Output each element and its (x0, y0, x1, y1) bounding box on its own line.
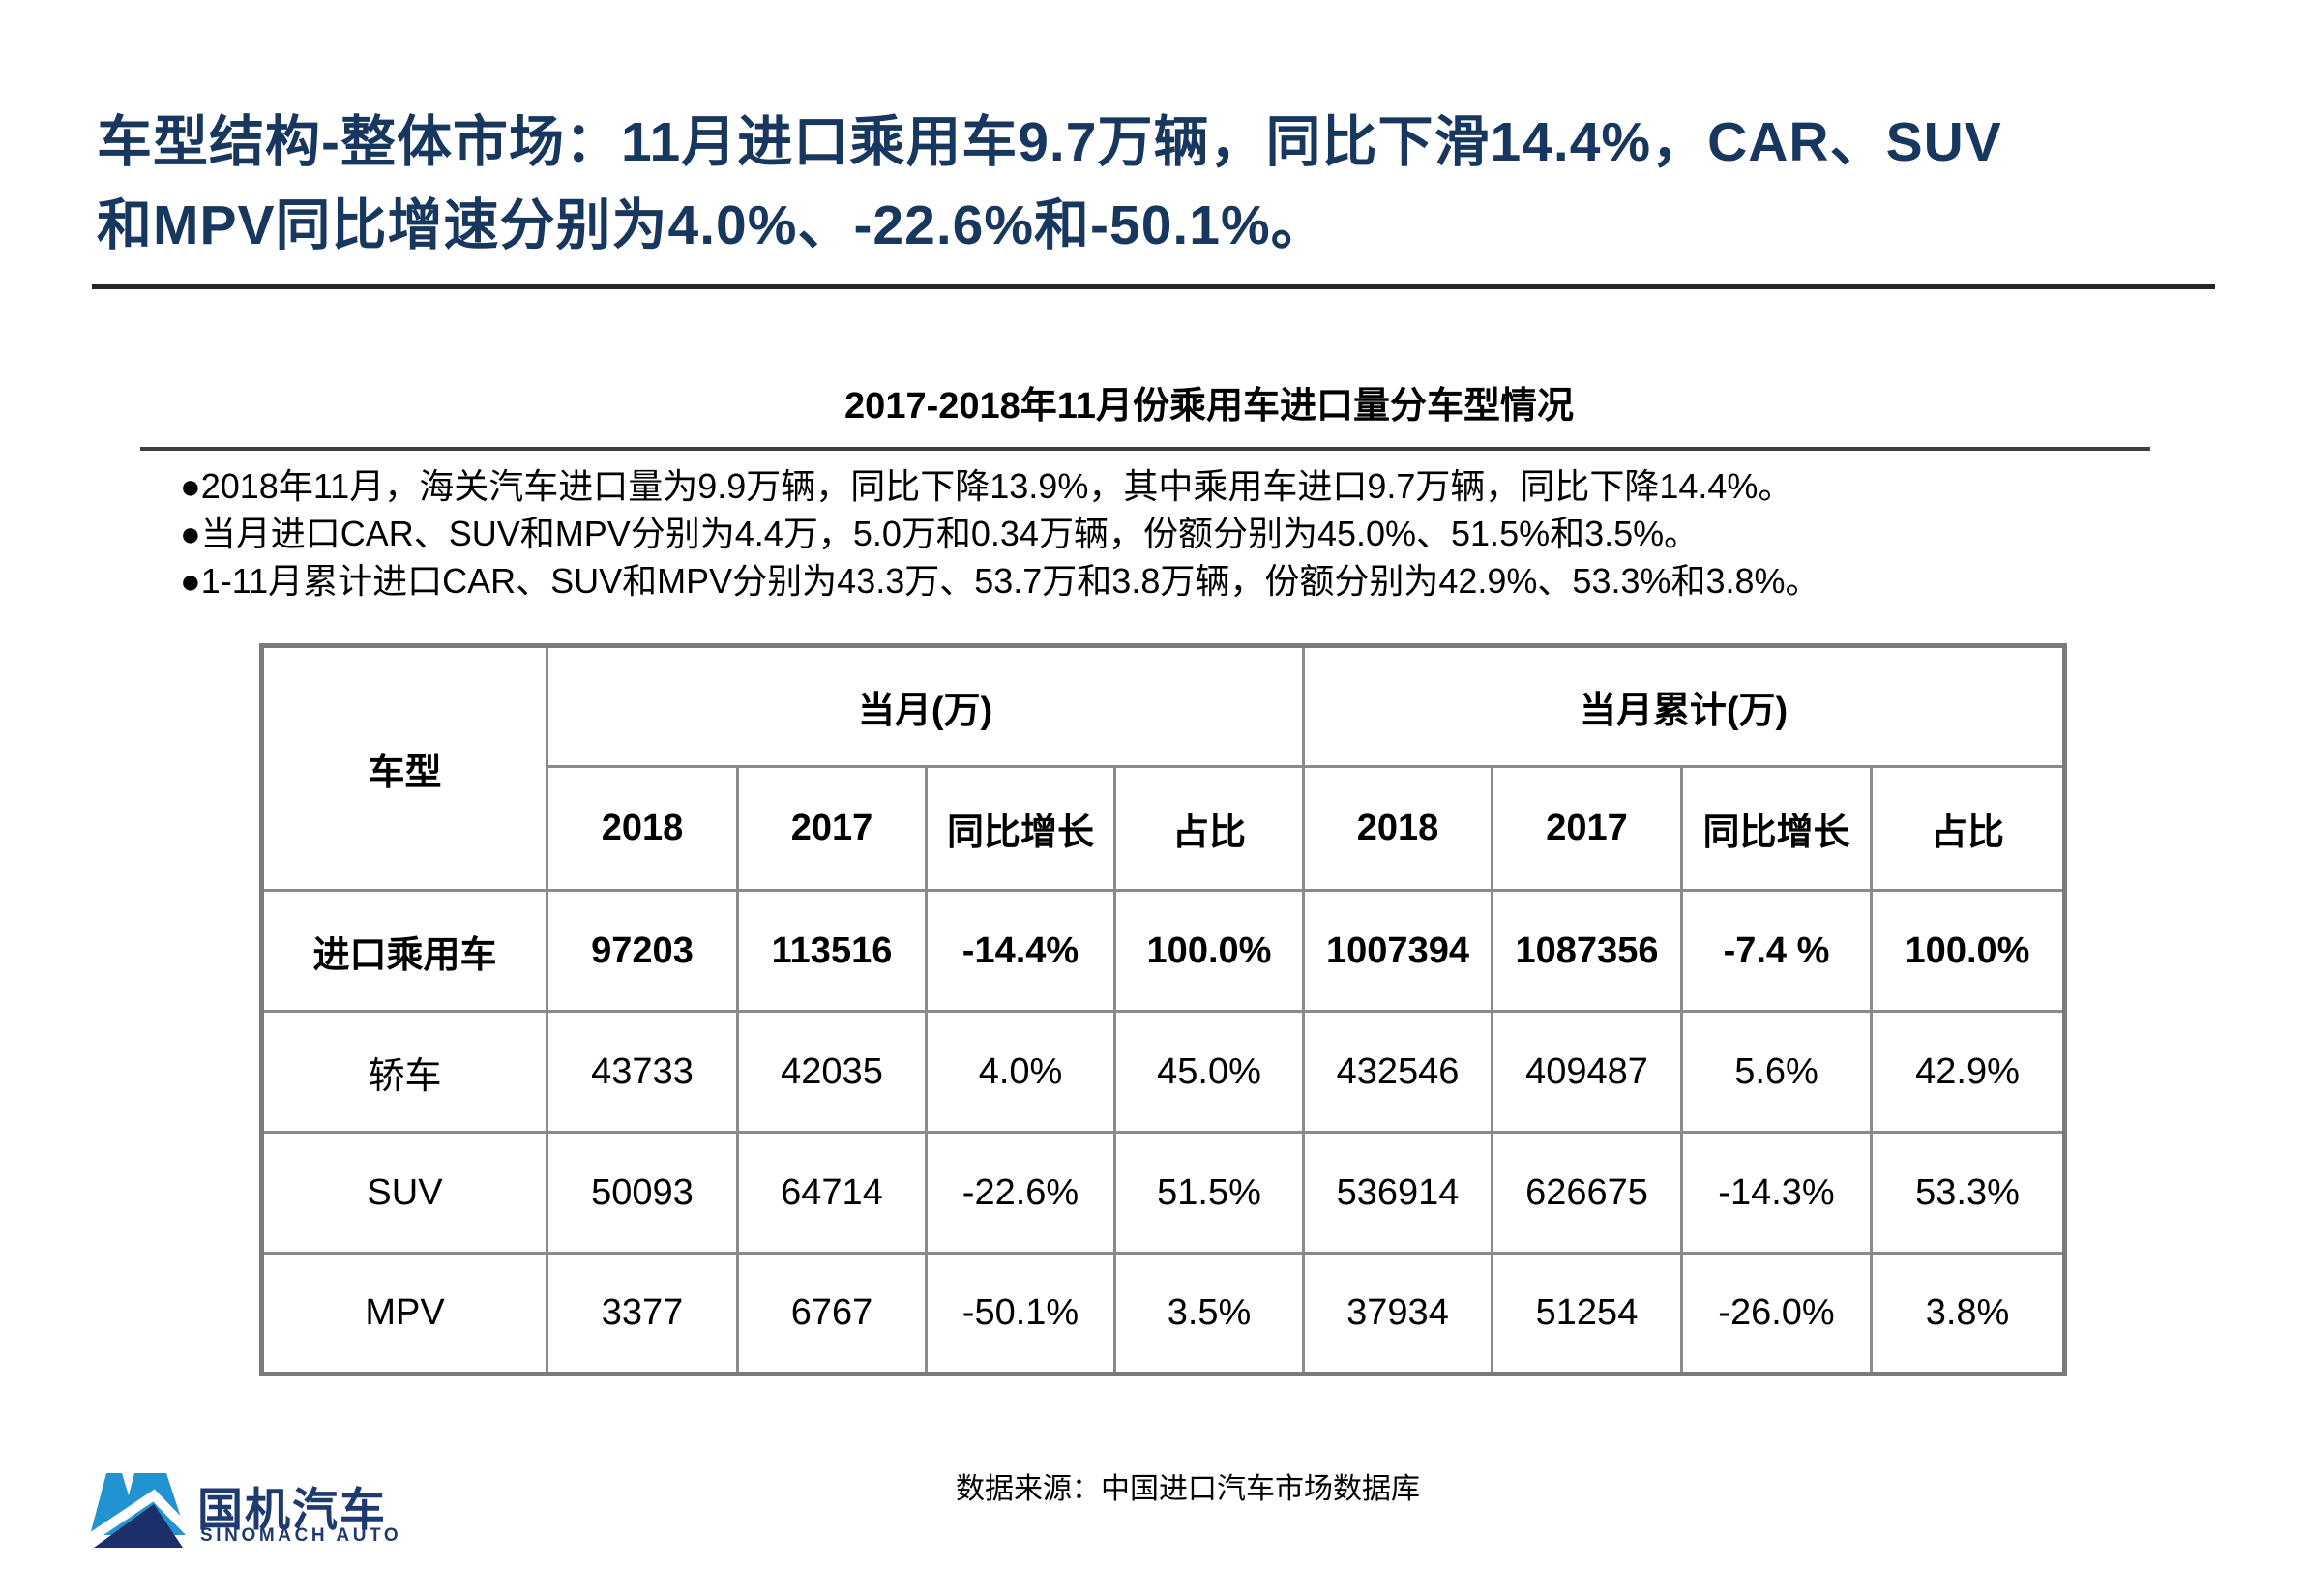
table-cell: 51.5% (1113, 1131, 1305, 1255)
table-cell: 50093 (546, 1131, 739, 1255)
table-cell: 45.0% (1113, 1010, 1305, 1134)
column-header: 占比 (1113, 765, 1305, 892)
table-cell: 626675 (1491, 1131, 1683, 1255)
column-header: 同比增长 (1680, 765, 1873, 892)
table-cell: 432546 (1302, 1010, 1493, 1134)
bullet-item: ●当月进口CAR、SUV和MPV分别为4.4万，5.0万和0.34万辆，份额分别… (180, 514, 1700, 553)
title-divider (92, 284, 2215, 289)
row-label: 进口乘用车 (260, 889, 548, 1013)
page-title: 车型结构-整体市场：11月进口乘用车9.7万辆，同比下滑14.4%，CAR、SU… (97, 101, 2234, 267)
table-cell: 5.6% (1680, 1010, 1873, 1134)
page-title-line-1: 车型结构-整体市场：11月进口乘用车9.7万辆，同比下滑14.4%，CAR、SU… (97, 111, 2002, 173)
import-volume-table: 车型 当月(万) 当月累计(万) 2018 2017 同比增长 占比 2018 … (259, 643, 2067, 1376)
row-label: MPV (260, 1252, 548, 1375)
bullet-item: ●2018年11月，海关汽车进口量为9.9万辆，同比下降13.9%，其中乘用车进… (180, 466, 1793, 506)
table-cell: -7.4 % (1680, 889, 1873, 1013)
column-header: 占比 (1870, 765, 2066, 892)
table-cell: 113516 (736, 889, 928, 1013)
row-label: 轿车 (260, 1010, 548, 1134)
column-header: 2018 (546, 765, 739, 892)
subtitle-divider (140, 447, 2150, 451)
column-header: 2017 (1491, 765, 1683, 892)
summary-bullets: ●2018年11月，海关汽车进口量为9.9万辆，同比下降13.9%，其中乘用车进… (180, 462, 2163, 605)
table-cell: 100.0% (1113, 889, 1305, 1013)
table-cell: 536914 (1302, 1131, 1493, 1255)
sinomach-logo-icon (90, 1473, 187, 1548)
table-row: 轿车 43733 42035 4.0% 45.0% 432546 409487 … (260, 1010, 2066, 1134)
table-cell: 51254 (1491, 1252, 1683, 1375)
table-header-row-sub: 2018 2017 同比增长 占比 2018 2017 同比增长 占比 (262, 765, 2066, 892)
table-cell: 53.3% (1870, 1131, 2066, 1255)
column-header: 2018 (1302, 765, 1493, 892)
table-cell: 37934 (1302, 1252, 1493, 1375)
table-row: 进口乘用车 97203 113516 -14.4% 100.0% 1007394… (260, 889, 2066, 1013)
table-cell: 97203 (546, 889, 739, 1013)
table-row: MPV 3377 6767 -50.1% 3.5% 37934 51254 -2… (260, 1252, 2066, 1375)
table-cell: -14.3% (1680, 1131, 1873, 1255)
table-cell: -14.4% (925, 889, 1116, 1013)
column-header: 同比增长 (925, 765, 1116, 892)
table-cell: 6767 (736, 1252, 928, 1375)
page-title-line-2: 和MPV同比增速分别为4.0%、-22.6%和-50.1%。 (97, 194, 1327, 256)
table-cell: 100.0% (1870, 889, 2066, 1013)
table-cell: 4.0% (925, 1010, 1116, 1134)
table-cell: -50.1% (925, 1252, 1116, 1375)
table-cell: 1087356 (1491, 889, 1683, 1013)
table-cell: 42.9% (1870, 1010, 2066, 1134)
logo-cn-text: 国机汽车 (197, 1484, 387, 1535)
table-cell: 43733 (546, 1010, 739, 1134)
table-row: SUV 50093 64714 -22.6% 51.5% 536914 6266… (260, 1131, 2066, 1255)
row-label: SUV (260, 1131, 548, 1255)
table-cell: 64714 (736, 1131, 928, 1255)
table-header-row-groups: 车型 当月(万) 当月累计(万) (260, 644, 2066, 892)
table-title: 2017-2018年11月份乘用车进口量分车型情况 (844, 386, 1574, 427)
bullet-item: ●1-11月累计进口CAR、SUV和MPV分别为43.3万、53.7万和3.8万… (180, 561, 1820, 601)
column-group-current-month: 当月(万) (546, 644, 1305, 768)
column-group-cumulative: 当月累计(万) (1302, 644, 2066, 768)
table-cell: 409487 (1491, 1010, 1683, 1134)
data-source-note: 数据来源：中国进口汽车市场数据库 (956, 1473, 1420, 1505)
table-cell: 3.8% (1870, 1252, 2066, 1375)
table-cell: -22.6% (925, 1131, 1116, 1255)
table-cell: -26.0% (1680, 1252, 1873, 1375)
table-cell: 3377 (546, 1252, 739, 1375)
table-cell: 3.5% (1113, 1252, 1305, 1375)
logo-en-text: SINOMACH AUTO (200, 1525, 402, 1546)
table-cell: 42035 (736, 1010, 928, 1134)
table-cell: 1007394 (1302, 889, 1493, 1013)
column-header-vehicle-type: 车型 (260, 644, 548, 892)
column-header: 2017 (736, 765, 928, 892)
